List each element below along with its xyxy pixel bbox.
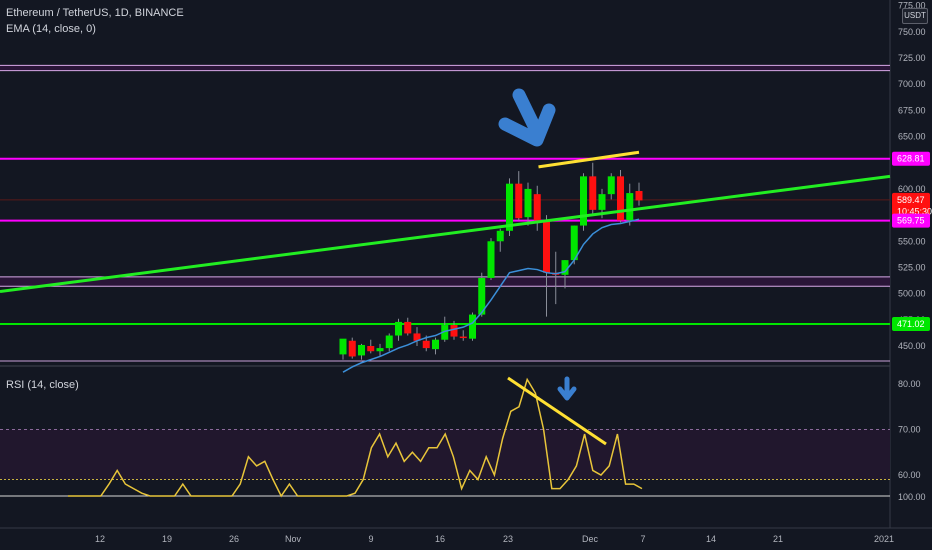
candle-body <box>515 183 523 219</box>
rsi-tick-label: 60.00 <box>898 470 921 480</box>
price-tick-label: 550.00 <box>898 236 926 246</box>
down-arrow-icon <box>498 88 556 147</box>
candle-body <box>358 344 365 356</box>
price-tag-label: 569.75 <box>897 216 925 226</box>
price-tag-box <box>892 151 930 166</box>
yellow-resistance-line <box>538 150 640 169</box>
time-tick-label: 19 <box>162 534 172 544</box>
rsi-tick-label: 80.00 <box>898 379 921 389</box>
rsi-panel <box>0 376 890 498</box>
price-tick-label: 725.00 <box>898 53 926 63</box>
rsi-line <box>68 377 643 498</box>
currency-badge[interactable]: USDT <box>902 8 928 24</box>
time-tick-label: 9 <box>368 534 373 544</box>
rsi-tick-label: 70.00 <box>898 425 921 435</box>
level-band-top <box>0 65 890 71</box>
candle-body <box>413 333 421 341</box>
candle-body <box>348 340 356 357</box>
candle-body <box>635 191 643 201</box>
level-band <box>0 276 890 287</box>
candle-body <box>617 176 624 221</box>
candle-body <box>422 340 430 349</box>
symbol-title: Ethereum / TetherUS, 1D, BINANCE <box>6 7 184 19</box>
price-tick-label: 675.00 <box>898 105 926 115</box>
candle-body <box>385 335 393 349</box>
time-tick-label: 21 <box>773 534 783 544</box>
candle-body <box>589 176 597 210</box>
time-tick-label: Dec <box>582 534 599 544</box>
rsi-legend: RSI (14, close) <box>6 379 79 391</box>
candle-body <box>496 230 504 242</box>
candle-body <box>459 336 467 339</box>
overlays <box>0 88 891 373</box>
time-tick-label: Nov <box>285 534 302 544</box>
candle-body <box>367 346 375 352</box>
price-tick-label: 600.00 <box>898 184 926 194</box>
rsi-down-arrow-icon <box>557 376 577 401</box>
price-tag-label: 471.02 <box>897 319 925 329</box>
price-tag-label: 628.81 <box>897 154 925 164</box>
candle-body <box>570 225 578 261</box>
price-tick-label: 450.00 <box>898 341 926 351</box>
time-tick-label: 14 <box>706 534 716 544</box>
candle-body <box>404 321 412 334</box>
candle-body <box>450 325 458 337</box>
candle-body <box>487 241 495 278</box>
candle-body <box>598 194 606 210</box>
price-tick-label: 525.00 <box>898 262 926 272</box>
price-levels <box>0 64 890 362</box>
candle-body <box>607 176 615 195</box>
candle-body <box>432 339 439 350</box>
candle-body <box>395 321 402 336</box>
candle-body <box>626 193 634 221</box>
time-tick-label: 23 <box>503 534 513 544</box>
time-tick-label: 2021 <box>874 534 894 544</box>
candle-body <box>339 338 347 355</box>
candle-body <box>580 176 587 226</box>
price-tick-label: 750.00 <box>898 27 926 37</box>
rsi-divergence-line <box>507 376 607 446</box>
rsi-band <box>0 429 890 480</box>
time-tick-label: 12 <box>95 534 105 544</box>
candle-body <box>469 314 476 339</box>
price-tag-label: 589.47 <box>897 195 925 205</box>
time-tick-label: 16 <box>435 534 445 544</box>
candle-body <box>376 348 384 352</box>
candle-body <box>441 325 449 340</box>
price-tag-box <box>892 192 930 207</box>
candle-body <box>543 220 550 273</box>
price-tag-box <box>892 316 930 331</box>
candle-body <box>478 277 486 315</box>
price-tick-label: 775.00 <box>898 1 926 11</box>
candle-body <box>561 260 569 275</box>
candles <box>339 162 643 360</box>
ema-line <box>342 218 640 373</box>
price-tick-label: 650.00 <box>898 132 926 142</box>
time-tick-label: 26 <box>229 534 239 544</box>
candle-body <box>533 194 541 221</box>
candle-body <box>524 188 532 218</box>
price-tick-label: 700.00 <box>898 79 926 89</box>
time-tick-label: 7 <box>640 534 645 544</box>
candle-body <box>506 183 513 231</box>
price-tag-label: 10:45:30 <box>897 206 932 216</box>
green-trendline <box>0 174 891 294</box>
price-tick-label: 500.00 <box>898 289 926 299</box>
rsi-tick-label: 100.00 <box>898 492 926 502</box>
price-tag-box <box>892 213 930 228</box>
ema-legend: EMA (14, close, 0) <box>6 23 96 35</box>
